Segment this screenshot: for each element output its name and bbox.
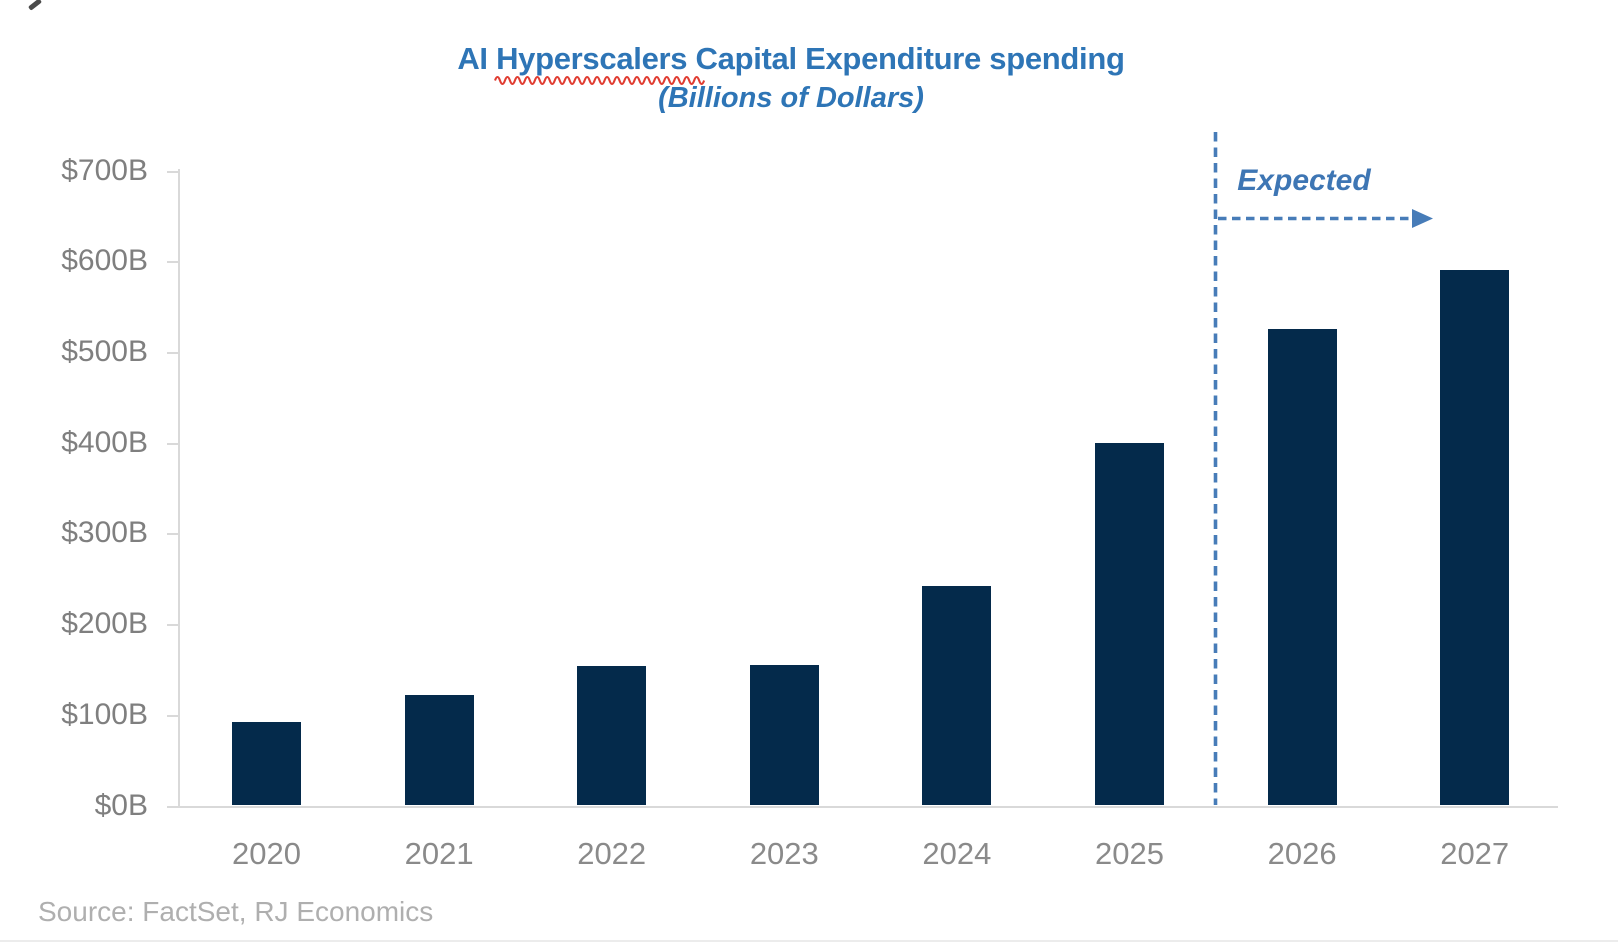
y-axis-tick-mark	[167, 261, 178, 264]
expected-annotation-label: Expected	[1237, 164, 1371, 197]
y-axis-line	[178, 169, 180, 807]
bar-2023	[749, 664, 819, 806]
y-axis-tick-label: $300B	[61, 516, 148, 550]
bar-2022	[577, 665, 647, 806]
title-prefix: AI	[457, 41, 488, 76]
y-axis-tick-mark	[167, 533, 178, 536]
y-axis-tick-mark	[167, 714, 178, 717]
y-axis-tick-mark	[167, 170, 178, 173]
bar-2027	[1440, 270, 1510, 806]
bar-2021	[404, 694, 474, 806]
bar-2024	[922, 586, 992, 806]
chart-title-block: AI Hyperscalers Capital Expenditure spen…	[0, 40, 1582, 116]
source-note: Source: FactSet, RJ Economics	[38, 896, 434, 927]
y-axis-tick-mark	[167, 805, 178, 808]
x-axis-label-2022: 2022	[577, 836, 647, 871]
x-axis-label-2020: 2020	[232, 836, 301, 871]
y-axis-tick-label: $500B	[61, 335, 148, 368]
y-axis-tick-label: $700B	[61, 153, 148, 187]
bottom-border-line	[0, 940, 1618, 942]
x-axis-label-2024: 2024	[922, 836, 992, 871]
x-axis-label-2027: 2027	[1440, 836, 1510, 871]
bar-2026	[1267, 329, 1337, 806]
y-axis-tick-mark	[167, 352, 178, 354]
x-axis-label-2021: 2021	[404, 836, 474, 871]
cropped-ui-fragment	[27, 0, 43, 11]
chart-title: AI Hyperscalers Capital Expenditure spen…	[0, 40, 1582, 85]
spellcheck-squiggle-icon	[494, 76, 706, 85]
x-axis-label-2026: 2026	[1267, 836, 1337, 871]
x-axis-label-2025: 2025	[1095, 836, 1164, 871]
title-misspelled-word: Hyperscalers	[494, 40, 706, 85]
y-axis-tick-label: $600B	[61, 244, 148, 278]
chart-subtitle: (Billions of Dollars)	[658, 82, 924, 114]
y-axis-tick-label: $400B	[61, 425, 148, 459]
bar-2020	[232, 722, 301, 806]
y-axis-tick-label: $0B	[94, 788, 148, 822]
x-axis-label-2023: 2023	[749, 836, 819, 871]
y-axis-tick-mark	[167, 624, 178, 627]
forecast-arrowhead-icon	[1412, 209, 1433, 228]
title-suffix: Capital Expenditure spending	[695, 41, 1125, 76]
y-axis-tick-label: $200B	[61, 607, 148, 641]
bar-2025	[1095, 442, 1164, 806]
x-axis-line	[178, 805, 1558, 808]
y-axis-tick-mark	[167, 442, 178, 445]
y-axis-tick-label: $100B	[61, 697, 148, 731]
